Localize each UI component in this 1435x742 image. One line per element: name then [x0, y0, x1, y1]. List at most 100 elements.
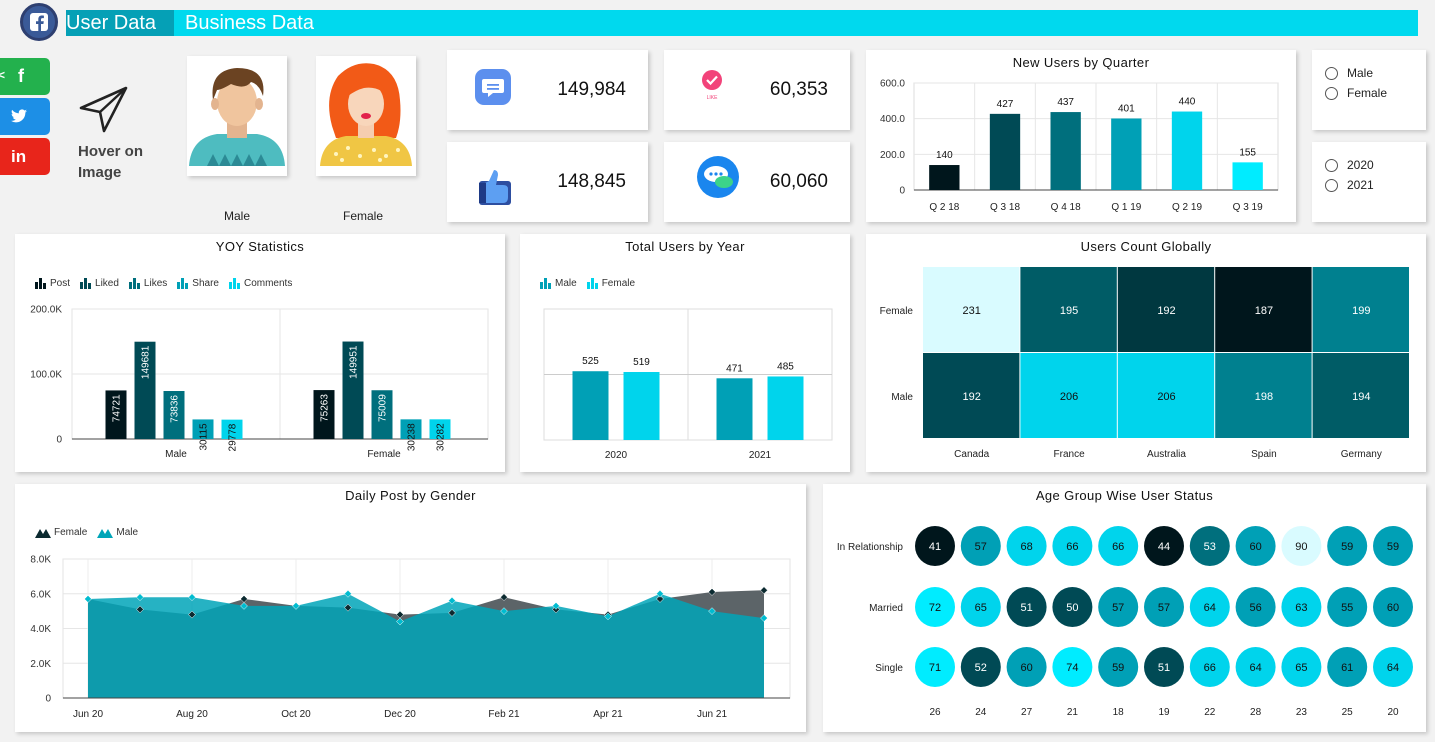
bubble	[1144, 587, 1184, 627]
column-label: 26	[929, 707, 941, 718]
data-label: 30238	[407, 423, 418, 451]
x-tick-label: Apr 21	[593, 709, 623, 720]
radio-2020[interactable]	[1325, 158, 1338, 172]
bar	[429, 419, 451, 439]
x-tick-label: Female	[367, 449, 401, 460]
users-global-heatmap: Female 231 195 192 187 199 Male 192 206 206 198 194…	[880, 267, 1409, 460]
column-label: Spain	[1251, 449, 1277, 460]
bubble-value: 72	[929, 602, 941, 614]
data-label: 437	[1057, 97, 1074, 108]
gender-filter-female-label: Female	[1347, 86, 1388, 100]
heatmap-cell	[923, 267, 1020, 352]
bubble-value: 52	[975, 662, 987, 674]
tab-business-data[interactable]: Business Data	[185, 10, 314, 36]
bubble-value: 57	[975, 541, 987, 553]
column-label: 24	[975, 707, 987, 718]
bubble-value: 68	[1020, 541, 1032, 553]
chat-bubble-icon	[697, 156, 739, 198]
x-tick-label: Q 1 19	[1111, 202, 1141, 213]
female-avatar-card[interactable]	[316, 56, 416, 176]
x-tick-label: Q 2 19	[1172, 202, 1202, 213]
bar	[221, 419, 243, 439]
bubble-value: 74	[1066, 662, 1078, 674]
tab-business-data-label: Business Data	[185, 12, 314, 34]
row-label: Female	[880, 306, 914, 317]
daily-post-legend: Female Male	[35, 527, 138, 538]
heatmap-cell	[1020, 267, 1117, 352]
legend-label: Male	[116, 527, 139, 538]
radio-2021[interactable]	[1325, 178, 1338, 192]
bubble-value: 64	[1387, 662, 1399, 674]
legend-label: Liked	[95, 278, 119, 289]
y-tick-label: 200.0K	[30, 305, 62, 316]
yoy-chart: 0 100.0K 200.0K 74721 149681 73836 30115 29778 M…	[30, 305, 489, 460]
row-label: In Relationship	[837, 542, 904, 553]
tab-user-data[interactable]: User Data	[66, 10, 174, 36]
bar	[716, 378, 753, 440]
bubble	[1189, 587, 1230, 627]
gender-filter-male-label: Male	[1347, 66, 1374, 80]
data-point	[760, 614, 768, 622]
bubble	[915, 526, 955, 566]
y-tick-label: 4.0K	[30, 624, 51, 635]
legend-item: Female	[35, 527, 87, 538]
bubble	[915, 647, 955, 687]
data-label: 525	[582, 356, 599, 367]
gender-filter-female[interactable]: Female	[1325, 86, 1387, 100]
bar	[1232, 162, 1263, 190]
linkedin-button[interactable]: in	[0, 138, 50, 175]
data-label: 29778	[228, 423, 239, 451]
gender-filter-male[interactable]: Male	[1325, 66, 1373, 80]
twitter-button[interactable]	[0, 98, 50, 135]
legend-swatch-icon	[540, 278, 551, 289]
new-users-title: New Users by Quarter	[1012, 55, 1150, 70]
legend-swatch-icon	[586, 278, 598, 289]
bubble	[1189, 526, 1230, 566]
bubble-value: 57	[1158, 602, 1170, 614]
legend-swatch-icon	[177, 278, 189, 289]
radio-female[interactable]	[1325, 86, 1338, 100]
share-icon: <	[0, 68, 6, 82]
total-users-legend: Male Female	[540, 278, 635, 289]
data-label: 75009	[378, 394, 389, 422]
bubble	[1327, 647, 1368, 687]
heatmap-cell	[1312, 267, 1409, 352]
bubble-value: 66	[1066, 541, 1078, 553]
facebook-icon[interactable]	[20, 3, 58, 41]
bubble-value: 59	[1341, 541, 1353, 553]
linkedin-icon: in	[11, 147, 27, 166]
female-avatar-label: Female	[342, 209, 383, 223]
bubble-value: 61	[1341, 662, 1353, 674]
twitter-icon	[11, 109, 27, 123]
year-filter-2020[interactable]: 2020	[1325, 158, 1374, 172]
yoy-title: YOY Statistics	[215, 239, 305, 254]
bubble	[960, 526, 1001, 566]
x-tick-label: Feb 21	[488, 709, 520, 720]
data-label: 471	[726, 363, 743, 374]
data-label: 519	[633, 357, 650, 368]
header-bar	[66, 10, 1418, 36]
data-point	[188, 593, 196, 602]
cell-value: 231	[963, 305, 981, 317]
data-point	[396, 617, 404, 626]
kpi-comments-value: 60,060	[769, 171, 828, 192]
cell-value: 206	[1157, 391, 1175, 403]
legend-label: Female	[601, 278, 636, 289]
year-filter-2021[interactable]: 2021	[1325, 178, 1374, 192]
radio-male[interactable]	[1325, 66, 1338, 80]
y-tick-label: 2.0K	[30, 659, 51, 670]
x-tick-label: Q 3 18	[990, 202, 1020, 213]
bubble-value: 51	[1020, 602, 1032, 614]
kpi-liked-card: 148,845	[447, 142, 648, 222]
bubble-value: 66	[1112, 541, 1124, 553]
male-avatar-label: Male	[223, 209, 250, 223]
data-point	[500, 593, 508, 602]
male-avatar-card[interactable]	[187, 56, 287, 176]
heatmap-cell	[923, 353, 1020, 438]
column-label: 25	[1342, 707, 1354, 718]
bubble	[1098, 647, 1139, 687]
cell-value: 199	[1352, 305, 1370, 317]
bubble	[1098, 526, 1139, 566]
cell-value: 192	[963, 391, 981, 403]
share-button[interactable]: f <	[0, 58, 50, 95]
